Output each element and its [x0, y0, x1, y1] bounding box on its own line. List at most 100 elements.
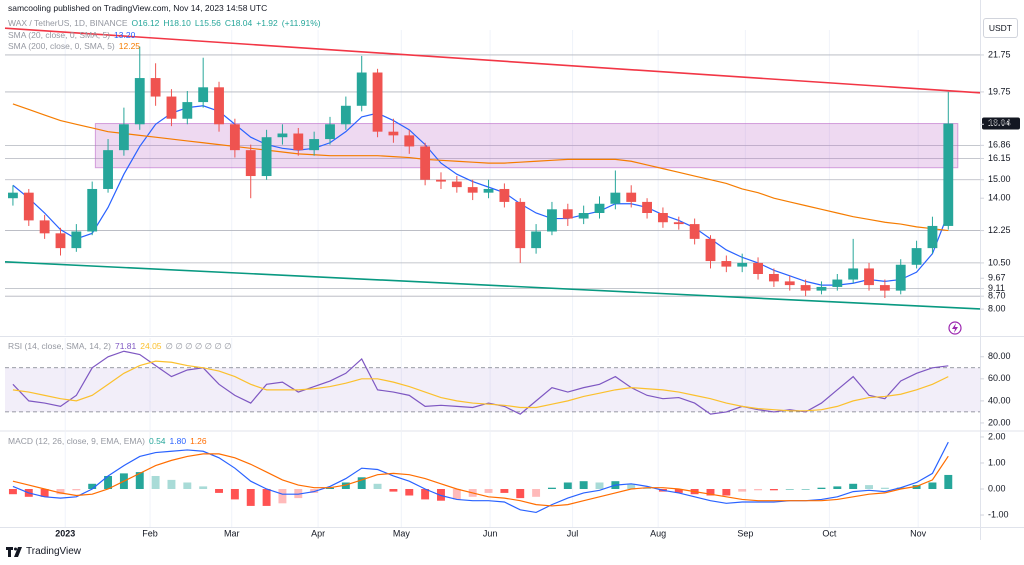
candle-body [451, 181, 462, 188]
histogram-bar [643, 487, 652, 489]
y-tick-label: 80.00 [988, 351, 1011, 361]
trendline [4, 261, 981, 310]
x-tick-label: Oct [822, 528, 837, 538]
histogram-bar [595, 482, 604, 489]
histogram-bar [421, 489, 430, 500]
currency-unit[interactable]: USDT [982, 18, 1018, 38]
histogram-bar [373, 483, 382, 489]
candle-body [848, 268, 859, 280]
histogram-bar [500, 489, 509, 493]
x-tick-label: Apr [311, 528, 325, 538]
series-line [12, 350, 949, 415]
histogram-bar [579, 481, 588, 489]
y-tick-label: 9.11 [988, 283, 1005, 293]
histogram-bar [8, 489, 17, 495]
logo [6, 546, 22, 557]
candle-body [483, 188, 494, 193]
histogram-bar [849, 483, 858, 489]
y-tick-label: 0.00 [988, 483, 1006, 493]
legend-value: 1.26 [190, 436, 207, 446]
x-tick-label: Aug [650, 528, 666, 538]
event-icon[interactable] [948, 321, 962, 335]
candle-body [356, 72, 367, 106]
histogram-bar [199, 486, 208, 489]
legend-name: SMA (200, close, 0, SMA, 5) [8, 41, 115, 51]
candle-body [816, 286, 827, 291]
quote-change: +1.92 [256, 18, 278, 28]
candle-body [895, 264, 906, 291]
candle-body [55, 233, 66, 249]
histogram-bar [167, 479, 176, 489]
sma200-legend: SMA (200, close, 0, SMA, 5) 12.25 [8, 41, 140, 51]
candle-body [578, 213, 589, 219]
histogram-bar [547, 487, 556, 489]
y-tick-label: 21.75 [988, 49, 1011, 59]
x-tick-label: Mar [224, 528, 240, 538]
footer: TradingView [6, 546, 81, 557]
y-tick-label: 60.00 [988, 373, 1011, 383]
y-tick-label: 8.00 [988, 303, 1006, 313]
histogram-bar [104, 475, 113, 489]
histogram-bar [56, 489, 65, 495]
histogram-bar [389, 489, 398, 492]
series-line [12, 103, 949, 232]
legend-value: 24.05 [140, 341, 162, 351]
histogram-bar [880, 487, 889, 489]
candle-body [214, 87, 224, 125]
histogram-bar [738, 489, 747, 492]
candle-body [467, 187, 478, 193]
candle-body [753, 262, 763, 274]
candle-body [23, 192, 34, 221]
candle-body [277, 133, 288, 138]
candle-body [705, 238, 716, 262]
histogram-bar [246, 489, 255, 506]
histogram-bar [452, 489, 461, 500]
price-tag [982, 117, 1020, 130]
candle-body [562, 209, 573, 219]
series-line [12, 360, 949, 412]
y-tick-label: -1.00 [988, 509, 1009, 519]
histogram-bar [405, 489, 414, 496]
candle-body [879, 285, 890, 291]
quote-change-pct: (+11.91%) [281, 18, 321, 28]
candle-body [261, 137, 272, 177]
x-tick-label: Jun [483, 528, 498, 538]
legend-value: 0.54 [148, 436, 166, 446]
quote-open: O16.12 [131, 18, 160, 28]
candle-body [229, 124, 240, 151]
candle-body [547, 209, 557, 232]
series-line [12, 453, 949, 507]
candle-body [721, 261, 732, 267]
histogram-bar [944, 474, 953, 489]
y-tick-label: 10.50 [988, 257, 1011, 267]
candle-body [103, 150, 113, 189]
candle-body [927, 225, 938, 249]
quote-close: C18.04 [224, 18, 253, 28]
candle-body [911, 248, 922, 265]
y-tick-label: 15.00 [988, 174, 1011, 184]
candle-body [864, 268, 874, 286]
histogram-bar [563, 482, 572, 489]
candle-body [325, 124, 335, 140]
quote-high: H18.10 [163, 18, 191, 28]
histogram-bar [230, 489, 239, 500]
candle-body [198, 87, 209, 103]
candle-body [610, 192, 621, 204]
candle-body [388, 131, 399, 136]
histogram-bar [484, 489, 493, 493]
candle-body [626, 192, 637, 202]
candle-body [594, 203, 605, 213]
candle-body [943, 123, 954, 226]
histogram-bar [88, 483, 97, 489]
histogram-bar [215, 489, 223, 493]
histogram-bar [326, 487, 334, 489]
histogram-bar [801, 489, 810, 490]
histogram-bar [516, 489, 525, 499]
y-tick-label: 9.67 [988, 273, 1006, 283]
y-tick-label: 8.70 [988, 291, 1006, 301]
legend-value: 71.81 [114, 341, 137, 351]
legend-name: MACD (12, 26, close, 9, EMA, EMA) [8, 436, 145, 446]
candle-body [87, 188, 98, 232]
